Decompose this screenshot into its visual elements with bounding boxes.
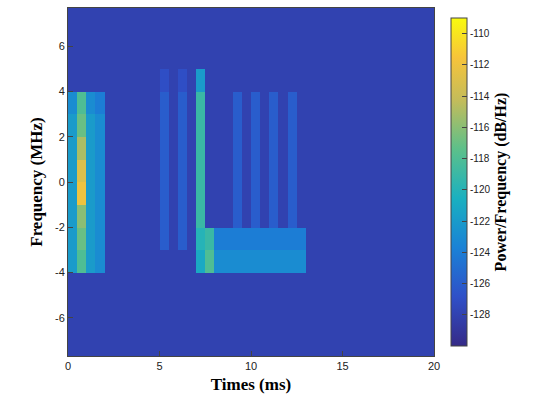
- svg-text:-4: -4: [55, 266, 65, 278]
- svg-text:-2: -2: [55, 221, 65, 233]
- svg-text:-118: -118: [470, 153, 490, 164]
- svg-text:-110: -110: [470, 28, 490, 39]
- svg-text:20: 20: [428, 360, 440, 372]
- svg-text:Times (ms): Times (ms): [211, 375, 291, 394]
- svg-text:-126: -126: [470, 278, 490, 289]
- svg-text:-6: -6: [55, 312, 65, 324]
- svg-text:-116: -116: [470, 122, 490, 133]
- svg-text:-128: -128: [470, 309, 490, 320]
- svg-text:-122: -122: [470, 216, 490, 227]
- svg-text:4: 4: [59, 85, 65, 97]
- svg-text:2: 2: [59, 131, 65, 143]
- svg-text:-112: -112: [470, 59, 490, 70]
- svg-text:15: 15: [336, 360, 348, 372]
- svg-text:Frequency (MHz): Frequency (MHz): [27, 117, 46, 247]
- svg-text:-120: -120: [470, 184, 490, 195]
- svg-text:10: 10: [245, 360, 257, 372]
- svg-text:0: 0: [59, 176, 65, 188]
- svg-text:0: 0: [65, 360, 71, 372]
- svg-text:-124: -124: [470, 247, 490, 258]
- svg-text:-114: -114: [470, 91, 490, 102]
- svg-text:6: 6: [59, 40, 65, 52]
- svg-text:5: 5: [156, 360, 162, 372]
- svg-text:Power/Frequency (dB/Hz): Power/Frequency (dB/Hz): [492, 93, 510, 272]
